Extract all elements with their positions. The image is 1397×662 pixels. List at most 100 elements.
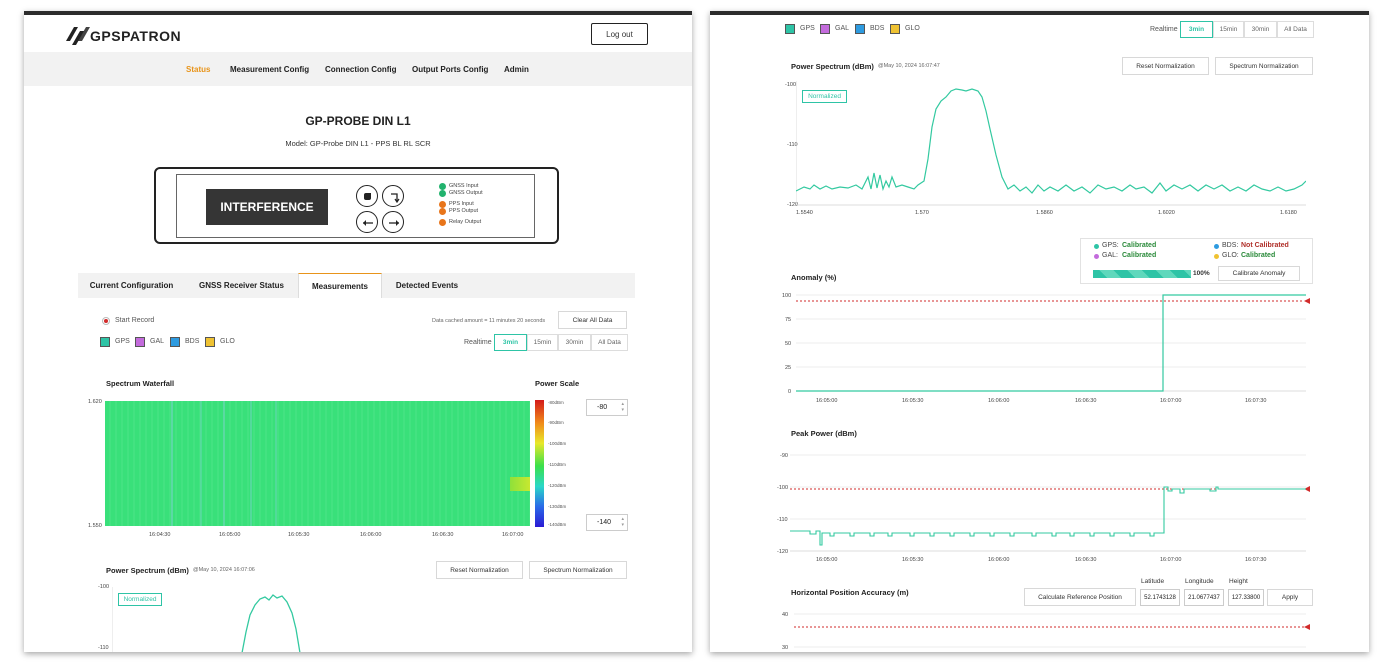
main-nav: Status Measurement Config Connection Con… xyxy=(24,52,692,86)
range-selector: 3min 15min 30min All Data xyxy=(494,334,628,352)
latitude-input[interactable]: 52.1743128 xyxy=(1140,589,1180,606)
led-label: GNSS Output xyxy=(449,190,483,196)
y-tick: -90 xyxy=(780,453,788,459)
glo-checkbox[interactable] xyxy=(890,24,900,34)
start-record-label: Start Record xyxy=(115,317,155,324)
spectrum-normalization-button[interactable]: Spectrum Normalization xyxy=(1215,57,1313,75)
device-title: GP-PROBE DIN L1 xyxy=(305,114,411,128)
device-button-back[interactable] xyxy=(356,185,378,207)
glo-checkbox[interactable] xyxy=(205,337,215,347)
led-pps-output xyxy=(439,208,446,215)
nav-item-status[interactable]: Status xyxy=(186,65,211,74)
nav-item-connection-config[interactable]: Connection Config xyxy=(325,65,397,74)
x-tick: 16:06:00 xyxy=(988,398,1009,404)
bds-checkbox[interactable] xyxy=(170,337,180,347)
device-button-enter[interactable] xyxy=(382,185,404,207)
anomaly-chart: 100 75 50 25 0 16:05:00 16:05:30 16:06:0… xyxy=(782,293,1310,404)
range-all-data-button[interactable]: All Data xyxy=(591,334,628,351)
range-all-data-button[interactable]: All Data xyxy=(1277,21,1314,38)
height-label: Height xyxy=(1229,578,1248,585)
record-dot-icon xyxy=(104,319,108,323)
scale-label: -100dBm xyxy=(548,441,567,446)
cal-status: Not Calibrated xyxy=(1241,242,1289,249)
device-button-right[interactable] xyxy=(382,211,404,233)
tab-measurements[interactable]: Measurements xyxy=(298,273,382,298)
y-tick: -110 xyxy=(98,645,109,651)
x-tick: 1.6180 xyxy=(1280,210,1297,216)
x-tick: 16:06:00 xyxy=(360,532,382,538)
left-screenshot-panel: GPSPATRON Log out Status Measurement Con… xyxy=(24,11,692,652)
led-label: GNSS Input xyxy=(449,183,479,189)
range-3min-button[interactable]: 3min xyxy=(494,334,527,351)
spinner-icon[interactable]: ▴ ▾ xyxy=(621,516,624,528)
power-spectrum-title: Power Spectrum (dBm) xyxy=(106,566,189,575)
x-tick: 16:05:30 xyxy=(902,398,923,404)
reset-normalization-button[interactable]: Reset Normalization xyxy=(1122,57,1209,75)
logout-button[interactable]: Log out xyxy=(591,23,648,45)
x-tick: 16:05:00 xyxy=(219,532,241,538)
spectrum-normalization-button[interactable]: Spectrum Normalization xyxy=(529,561,627,579)
power-scale-gradient xyxy=(535,400,544,527)
clear-all-data-button[interactable]: Clear All Data xyxy=(558,311,627,329)
calibrate-anomaly-button[interactable]: Calibrate Anomaly xyxy=(1218,266,1300,281)
nav-item-admin[interactable]: Admin xyxy=(504,65,529,74)
peak-power-chart: -90 -100 -110 -120 16:05:00 16:05:30 16:… xyxy=(777,453,1310,562)
nav-item-measurement-config[interactable]: Measurement Config xyxy=(230,65,310,74)
cal-name: GAL: xyxy=(1102,252,1118,259)
tab-gnss-receiver-status[interactable]: GNSS Receiver Status xyxy=(199,281,284,290)
normalized-badge: Normalized xyxy=(118,593,162,606)
device-model: Model: GP-Probe DIN L1 - PPS BL RL SCR xyxy=(285,139,431,148)
gps-checkbox[interactable] xyxy=(785,24,795,34)
range-3min-button[interactable]: 3min xyxy=(1180,21,1213,38)
x-tick: 16:06:30 xyxy=(432,532,454,538)
reset-normalization-button[interactable]: Reset Normalization xyxy=(436,561,523,579)
power-min-value: -140 xyxy=(597,519,612,526)
x-tick: 16:06:30 xyxy=(1075,398,1096,404)
scale-label: -120dBm xyxy=(548,483,567,488)
waterfall-y-bottom: 1.550 xyxy=(88,523,102,529)
x-tick: 16:05:30 xyxy=(288,532,310,538)
tab-detected-events[interactable]: Detected Events xyxy=(395,281,459,290)
range-15min-button[interactable]: 15min xyxy=(1213,21,1244,38)
spinner-icon[interactable]: ▴ ▾ xyxy=(621,401,624,413)
bds-checkbox[interactable] xyxy=(855,24,865,34)
nav-item-output-ports-config[interactable]: Output Ports Config xyxy=(412,65,489,74)
gal-checkbox[interactable] xyxy=(820,24,830,34)
calibration-panel: GPS: Calibrated BDS: Not Calibrated GAL:… xyxy=(1080,238,1313,284)
tab-current-configuration[interactable]: Current Configuration xyxy=(89,281,174,290)
power-spectrum-right-x-axis: 1.5540 1.570 1.5860 1.6020 1.6180 xyxy=(796,210,1306,218)
range-30min-button[interactable]: 30min xyxy=(558,334,591,351)
y-tick: 0 xyxy=(788,389,791,395)
calculate-reference-position-button[interactable]: Calculate Reference Position xyxy=(1024,588,1136,606)
apply-button[interactable]: Apply xyxy=(1267,589,1313,606)
arrow-left-icon xyxy=(363,220,373,226)
gpspatron-logo[interactable]: GPSPATRON xyxy=(64,23,194,54)
device-button-left[interactable] xyxy=(356,211,378,233)
led-label: Relay Output xyxy=(449,219,482,225)
led-gnss-input xyxy=(439,183,446,190)
power-scale-min-input[interactable]: -140 ▴ ▾ xyxy=(586,514,628,531)
right-screenshot-panel: GPS GAL BDS GLO Realtime 3min 15min 30mi… xyxy=(710,11,1369,652)
waterfall-x-axis: 16:04:30 16:05:00 16:05:30 16:06:00 16:0… xyxy=(105,532,530,540)
longitude-input[interactable]: 21.0677437 xyxy=(1184,589,1224,606)
device-inner-frame xyxy=(176,174,535,238)
gps-checkbox[interactable] xyxy=(100,337,110,347)
waterfall-streak xyxy=(200,401,202,526)
range-30min-button[interactable]: 30min xyxy=(1244,21,1277,38)
record-button[interactable] xyxy=(102,317,110,325)
gal-status-dot xyxy=(1094,254,1099,259)
x-tick: 16:07:30 xyxy=(1245,398,1266,404)
y-tick: -100 xyxy=(98,584,110,590)
range-15min-button[interactable]: 15min xyxy=(527,334,558,351)
waterfall-streak xyxy=(223,401,225,526)
x-tick: 16:04:30 xyxy=(149,532,171,538)
waterfall-title: Spectrum Waterfall xyxy=(106,379,175,388)
height-input[interactable]: 127.33800 xyxy=(1228,589,1264,606)
gal-checkbox[interactable] xyxy=(135,337,145,347)
hpa-chart: 40 30 xyxy=(782,612,1310,651)
gal-label: GAL xyxy=(835,25,850,32)
gal-label: GAL xyxy=(150,338,165,345)
arrow-right-icon xyxy=(389,220,399,226)
glo-label: GLO xyxy=(905,25,920,32)
power-scale-max-input[interactable]: -80 ▴ ▾ xyxy=(586,399,628,416)
